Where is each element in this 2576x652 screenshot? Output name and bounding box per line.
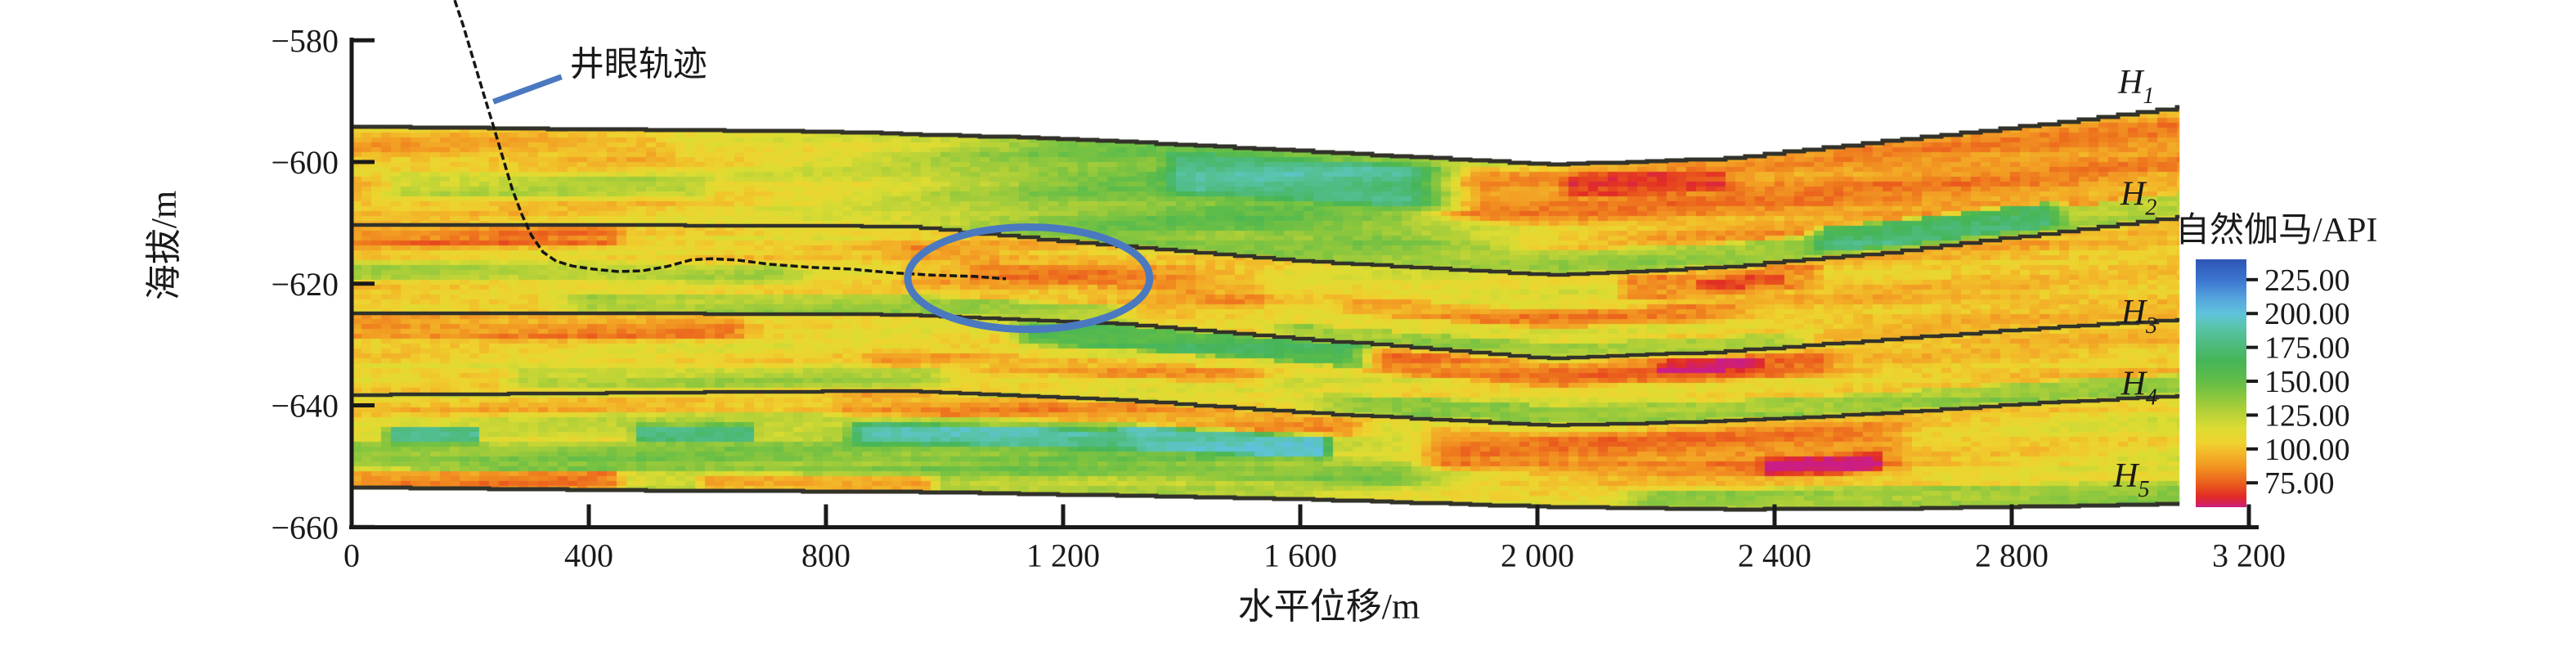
y-tick-label: −620: [271, 266, 339, 303]
colorbar-tick-label: 200.00: [2264, 297, 2350, 331]
x-tick-label: 800: [801, 537, 850, 574]
horizon-line-H5: [352, 485, 2180, 512]
axis-frame: [349, 38, 2259, 529]
well-trajectory-group: [453, 0, 1007, 281]
horizon-label-H3: H3: [2120, 294, 2157, 339]
x-tick-label: 400: [564, 537, 613, 574]
x-tick-label: 3 200: [2212, 537, 2286, 574]
y-tick-label: −600: [271, 144, 339, 181]
x-tick-label: 2 000: [1501, 537, 1574, 574]
y-tick-label: −580: [271, 22, 339, 59]
colorbar-gradient-bar: [2196, 259, 2246, 507]
horizon-label-H2: H2: [2120, 176, 2156, 221]
horizon-line-H1: [352, 105, 2180, 167]
well-trajectory-line: [453, 0, 1007, 281]
y-axis-title: 海拔/m: [144, 191, 184, 300]
horizon-labels: H1 H2 H3 H4 H5: [2112, 64, 2157, 502]
horizon-label-H4: H4: [2120, 366, 2157, 411]
colorbar-title: 自然伽马/API: [2175, 211, 2377, 250]
colorbar-tick-label: 150.00: [2264, 365, 2350, 399]
horizon-label-H5: H5: [2112, 457, 2149, 502]
highlight-ellipse: [904, 223, 1154, 334]
colorbar-tick-label: 100.00: [2264, 433, 2350, 467]
horizon-line-H2: [352, 214, 2180, 277]
x-tick-label: 2 400: [1738, 537, 1811, 574]
colorbar-tick-label: 175.00: [2264, 331, 2350, 366]
x-tick-label: 1 600: [1263, 537, 1337, 574]
callout-leader-line: [492, 74, 563, 105]
y-tick-label: −640: [271, 388, 339, 425]
horizon-label-H1: H1: [2117, 64, 2154, 109]
annotations: 井眼轨迹: [492, 47, 1154, 334]
x-axis-title: 水平位移/m: [1238, 587, 1420, 627]
y-tick-label: −660: [271, 509, 339, 546]
well-trajectory-label: 井眼轨迹: [570, 47, 707, 84]
colorbar-legend: 自然伽马/API 225.00200.00175.00150.00125.001…: [2175, 211, 2377, 507]
horizon-line-H3: [352, 311, 2180, 361]
colorbar-tick-label: 75.00: [2264, 466, 2335, 501]
horizon-line-H4: [352, 389, 2180, 428]
colorbar-tick-label: 225.00: [2264, 263, 2350, 298]
x-tick-label: 2 800: [1975, 537, 2049, 574]
x-tick-label: 1 200: [1026, 537, 1100, 574]
colorbar-tick-label: 125.00: [2264, 398, 2350, 433]
x-tick-label: 0: [343, 537, 360, 574]
horizon-lines: [352, 105, 2180, 512]
colorbar-ticks: 225.00200.00175.00150.00125.00100.0075.0…: [2246, 263, 2350, 501]
